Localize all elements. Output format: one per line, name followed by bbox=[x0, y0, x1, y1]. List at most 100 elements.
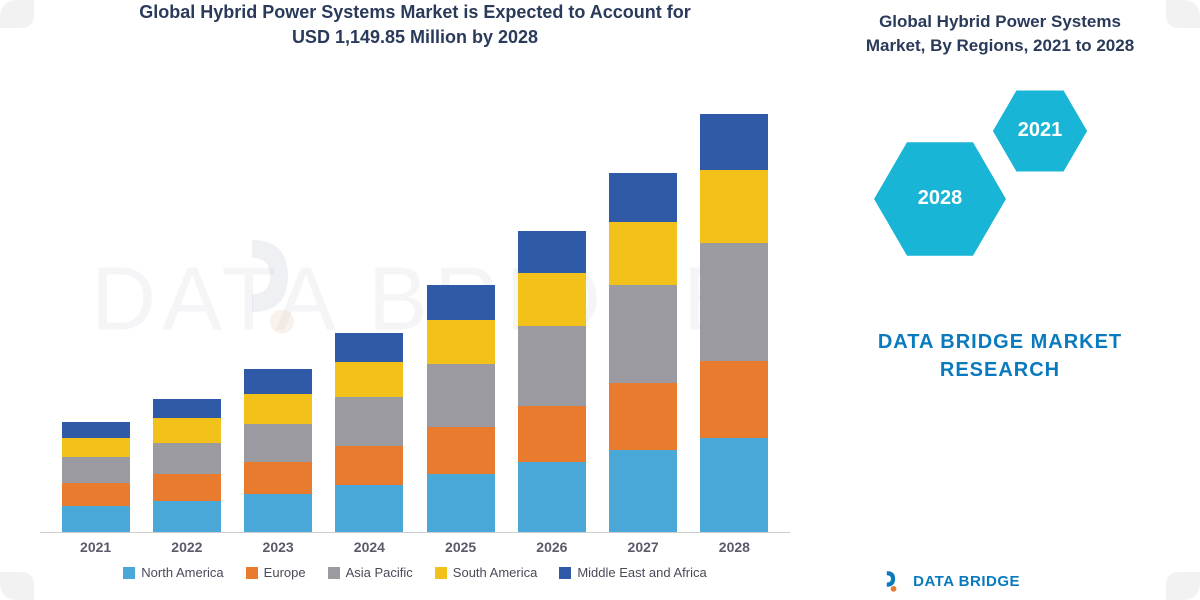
chart-title: Global Hybrid Power Systems Market is Ex… bbox=[40, 0, 790, 50]
legend-item: South America bbox=[435, 565, 538, 580]
bar-segment bbox=[518, 326, 586, 407]
bar-segment bbox=[153, 501, 221, 533]
bar-segment bbox=[427, 427, 495, 474]
hexagon-2028: 2028 bbox=[870, 138, 1010, 260]
bar-segment bbox=[244, 394, 312, 424]
bar-segment bbox=[609, 383, 677, 450]
bar-segment bbox=[427, 474, 495, 532]
rounded-corner-overlay bbox=[0, 572, 34, 600]
bar-segment bbox=[62, 506, 130, 532]
bar-segment bbox=[427, 320, 495, 364]
x-axis: 2021 2022 2023 2024 2025 2026 2027 2028 bbox=[40, 533, 790, 555]
legend-label: North America bbox=[141, 565, 223, 580]
legend-item: North America bbox=[123, 565, 223, 580]
bar-segment bbox=[335, 333, 403, 363]
bar-segment bbox=[244, 494, 312, 533]
bar-segment bbox=[609, 173, 677, 222]
bar-segment bbox=[518, 273, 586, 326]
x-axis-label: 2027 bbox=[604, 539, 682, 555]
x-axis-label: 2026 bbox=[513, 539, 591, 555]
bar-segment bbox=[609, 285, 677, 383]
hexagon-graphic: 2028 2021 bbox=[820, 88, 1180, 288]
bar-segment bbox=[153, 418, 221, 443]
bar-group bbox=[422, 285, 500, 532]
chart-title-line2: USD 1,149.85 Million by 2028 bbox=[292, 27, 538, 47]
bar-segment bbox=[244, 369, 312, 394]
bar-segment bbox=[62, 483, 130, 506]
bar-group bbox=[513, 231, 591, 532]
bar-segment bbox=[700, 361, 768, 438]
x-axis-label: 2022 bbox=[148, 539, 226, 555]
rounded-corner-overlay bbox=[1166, 0, 1200, 28]
bar-segment bbox=[62, 457, 130, 483]
stacked-bar-plot bbox=[40, 60, 790, 533]
right-title-line2: Market, By Regions, 2021 to 2028 bbox=[866, 36, 1134, 55]
legend-label: Europe bbox=[264, 565, 306, 580]
bar-segment bbox=[335, 362, 403, 397]
x-axis-label: 2023 bbox=[239, 539, 317, 555]
bar-group bbox=[604, 173, 682, 532]
bar-group bbox=[330, 333, 408, 533]
bar-stack bbox=[700, 114, 768, 532]
bar-segment bbox=[335, 446, 403, 485]
bar-segment bbox=[335, 397, 403, 446]
legend-item: Europe bbox=[246, 565, 306, 580]
right-title-line1: Global Hybrid Power Systems bbox=[879, 12, 1121, 31]
bar-segment bbox=[609, 450, 677, 532]
brand-line1: DATA BRIDGE MARKET bbox=[878, 331, 1122, 353]
legend-label: Middle East and Africa bbox=[577, 565, 706, 580]
bar-stack bbox=[427, 285, 495, 532]
bar-segment bbox=[244, 462, 312, 494]
bar-segment bbox=[609, 222, 677, 285]
bar-group bbox=[148, 399, 226, 532]
x-axis-label: 2024 bbox=[330, 539, 408, 555]
legend-swatch bbox=[559, 567, 571, 579]
bar-segment bbox=[153, 443, 221, 475]
chart-legend: North America Europe Asia Pacific South Ame… bbox=[40, 555, 790, 590]
bar-stack bbox=[335, 333, 403, 533]
rounded-corner-overlay bbox=[0, 0, 34, 28]
x-axis-label: 2021 bbox=[57, 539, 135, 555]
bar-segment bbox=[700, 438, 768, 533]
chart-title-line1: Global Hybrid Power Systems Market is Ex… bbox=[139, 2, 690, 22]
hexagon-2021: 2021 bbox=[990, 88, 1090, 174]
bar-stack bbox=[153, 399, 221, 532]
bar-segment bbox=[335, 485, 403, 532]
hexagon-2021-label: 2021 bbox=[1018, 119, 1063, 142]
legend-item: Middle East and Africa bbox=[559, 565, 706, 580]
bar-group bbox=[695, 114, 773, 532]
bar-segment bbox=[518, 406, 586, 462]
legend-swatch bbox=[123, 567, 135, 579]
bar-segment bbox=[153, 474, 221, 500]
bar-stack bbox=[62, 422, 130, 532]
bar-segment bbox=[427, 285, 495, 320]
bar-segment bbox=[244, 424, 312, 463]
bar-stack bbox=[609, 173, 677, 532]
x-axis-label: 2028 bbox=[695, 539, 773, 555]
right-panel: Global Hybrid Power Systems Market, By R… bbox=[800, 0, 1200, 600]
legend-swatch bbox=[435, 567, 447, 579]
brand-line2: RESEARCH bbox=[940, 359, 1060, 381]
bar-segment bbox=[62, 438, 130, 457]
brand-text: DATA BRIDGE MARKET RESEARCH bbox=[820, 328, 1180, 384]
bar-segment bbox=[153, 399, 221, 418]
bar-segment bbox=[700, 243, 768, 360]
bar-segment bbox=[518, 462, 586, 532]
bar-group bbox=[57, 422, 135, 532]
chart-panel: Global Hybrid Power Systems Market is Ex… bbox=[0, 0, 800, 600]
bar-group bbox=[239, 369, 317, 532]
legend-item: Asia Pacific bbox=[328, 565, 413, 580]
hexagon-2028-label: 2028 bbox=[918, 187, 963, 210]
bar-segment bbox=[518, 231, 586, 273]
x-axis-label: 2025 bbox=[422, 539, 500, 555]
bar-stack bbox=[244, 369, 312, 532]
legend-label: Asia Pacific bbox=[346, 565, 413, 580]
bar-segment bbox=[62, 422, 130, 438]
bar-segment bbox=[427, 364, 495, 427]
bar-segment bbox=[700, 170, 768, 244]
legend-swatch bbox=[246, 567, 258, 579]
right-panel-title: Global Hybrid Power Systems Market, By R… bbox=[820, 10, 1180, 58]
bar-segment bbox=[700, 114, 768, 170]
legend-label: South America bbox=[453, 565, 538, 580]
main-container: Global Hybrid Power Systems Market is Ex… bbox=[0, 0, 1200, 600]
